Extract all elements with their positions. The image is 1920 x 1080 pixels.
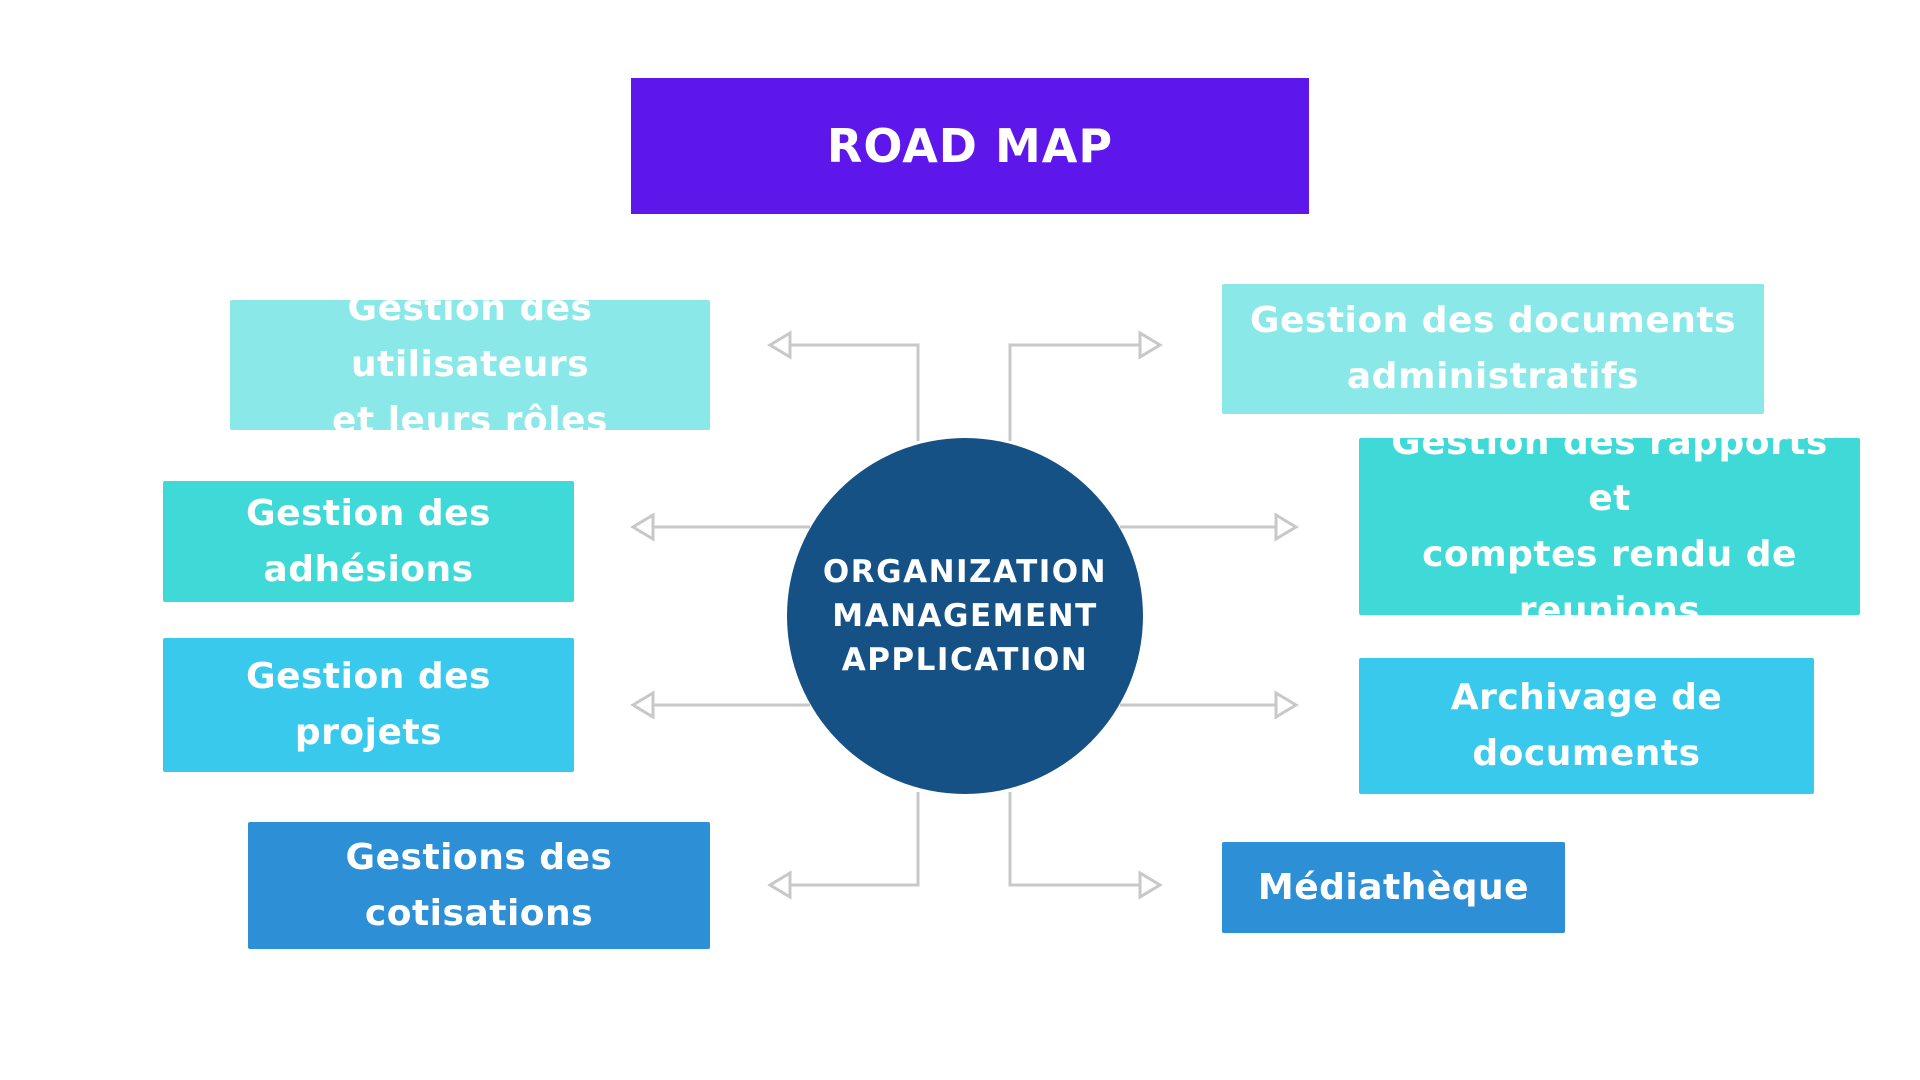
node-line: comptes rendu de [1422, 533, 1797, 575]
arrowhead-cotisations [767, 870, 792, 900]
node-line: adhésions [263, 548, 474, 590]
node-gestion-utilisateurs: Gestion des utilisateurs et leurs rôles [230, 288, 710, 441]
node-line: cotisations [364, 892, 594, 934]
connector-documents [1008, 343, 1145, 441]
connector-mediatheque [1008, 792, 1145, 887]
node-line: projets [294, 712, 443, 753]
node-archivage-documents: Archivage de documents [1359, 658, 1814, 794]
node-line: Gestion des rapports et [1391, 421, 1828, 519]
center-line-2: MANAGEMENT [832, 598, 1098, 634]
arrowhead-utilisateurs [767, 330, 792, 360]
arrowhead-mediatheque [1138, 870, 1163, 900]
center-node: ORGANIZATION MANAGEMENT APPLICATION [787, 438, 1143, 794]
node-line: Gestions des [345, 836, 613, 878]
node-line: Médiathèque [1257, 866, 1530, 908]
connector-cotisations [780, 792, 920, 887]
arrowhead-documents [1138, 330, 1163, 360]
node-line: Gestion des utilisateurs [347, 288, 593, 385]
node-gestion-projets: Gestion des projets [163, 638, 574, 772]
node-gestion-adhesions: Gestion des adhésions [163, 481, 574, 602]
node-gestion-documents: Gestion des documents administratifs [1222, 284, 1764, 414]
node-line: administratifs [1346, 356, 1640, 397]
node-gestions-cotisations: Gestions des cotisations [248, 822, 710, 949]
node-line: Gestion des [246, 656, 491, 697]
node-line: et leurs rôles [332, 400, 608, 441]
node-line: documents [1472, 733, 1701, 774]
roadmap-title: ROAD MAP [631, 78, 1309, 214]
connector-utilisateurs [780, 343, 920, 441]
node-line: reunions [1518, 589, 1701, 631]
node-gestion-rapports: Gestion des rapports et comptes rendu de… [1359, 422, 1860, 631]
arrowhead-archivage [1274, 690, 1299, 720]
arrowhead-adhesions [630, 512, 655, 542]
center-line-3: APPLICATION [841, 642, 1089, 678]
node-mediatheque: Médiathèque [1222, 842, 1565, 933]
roadmap-title-text: ROAD MAP [826, 119, 1114, 173]
arrowhead-rapports [1274, 512, 1299, 542]
node-line: Archivage de [1450, 677, 1723, 718]
node-line: Gestion des documents [1249, 300, 1737, 341]
node-line: Gestion des [246, 492, 491, 534]
center-line-1: ORGANIZATION [822, 554, 1108, 590]
arrowhead-projets [630, 690, 655, 720]
